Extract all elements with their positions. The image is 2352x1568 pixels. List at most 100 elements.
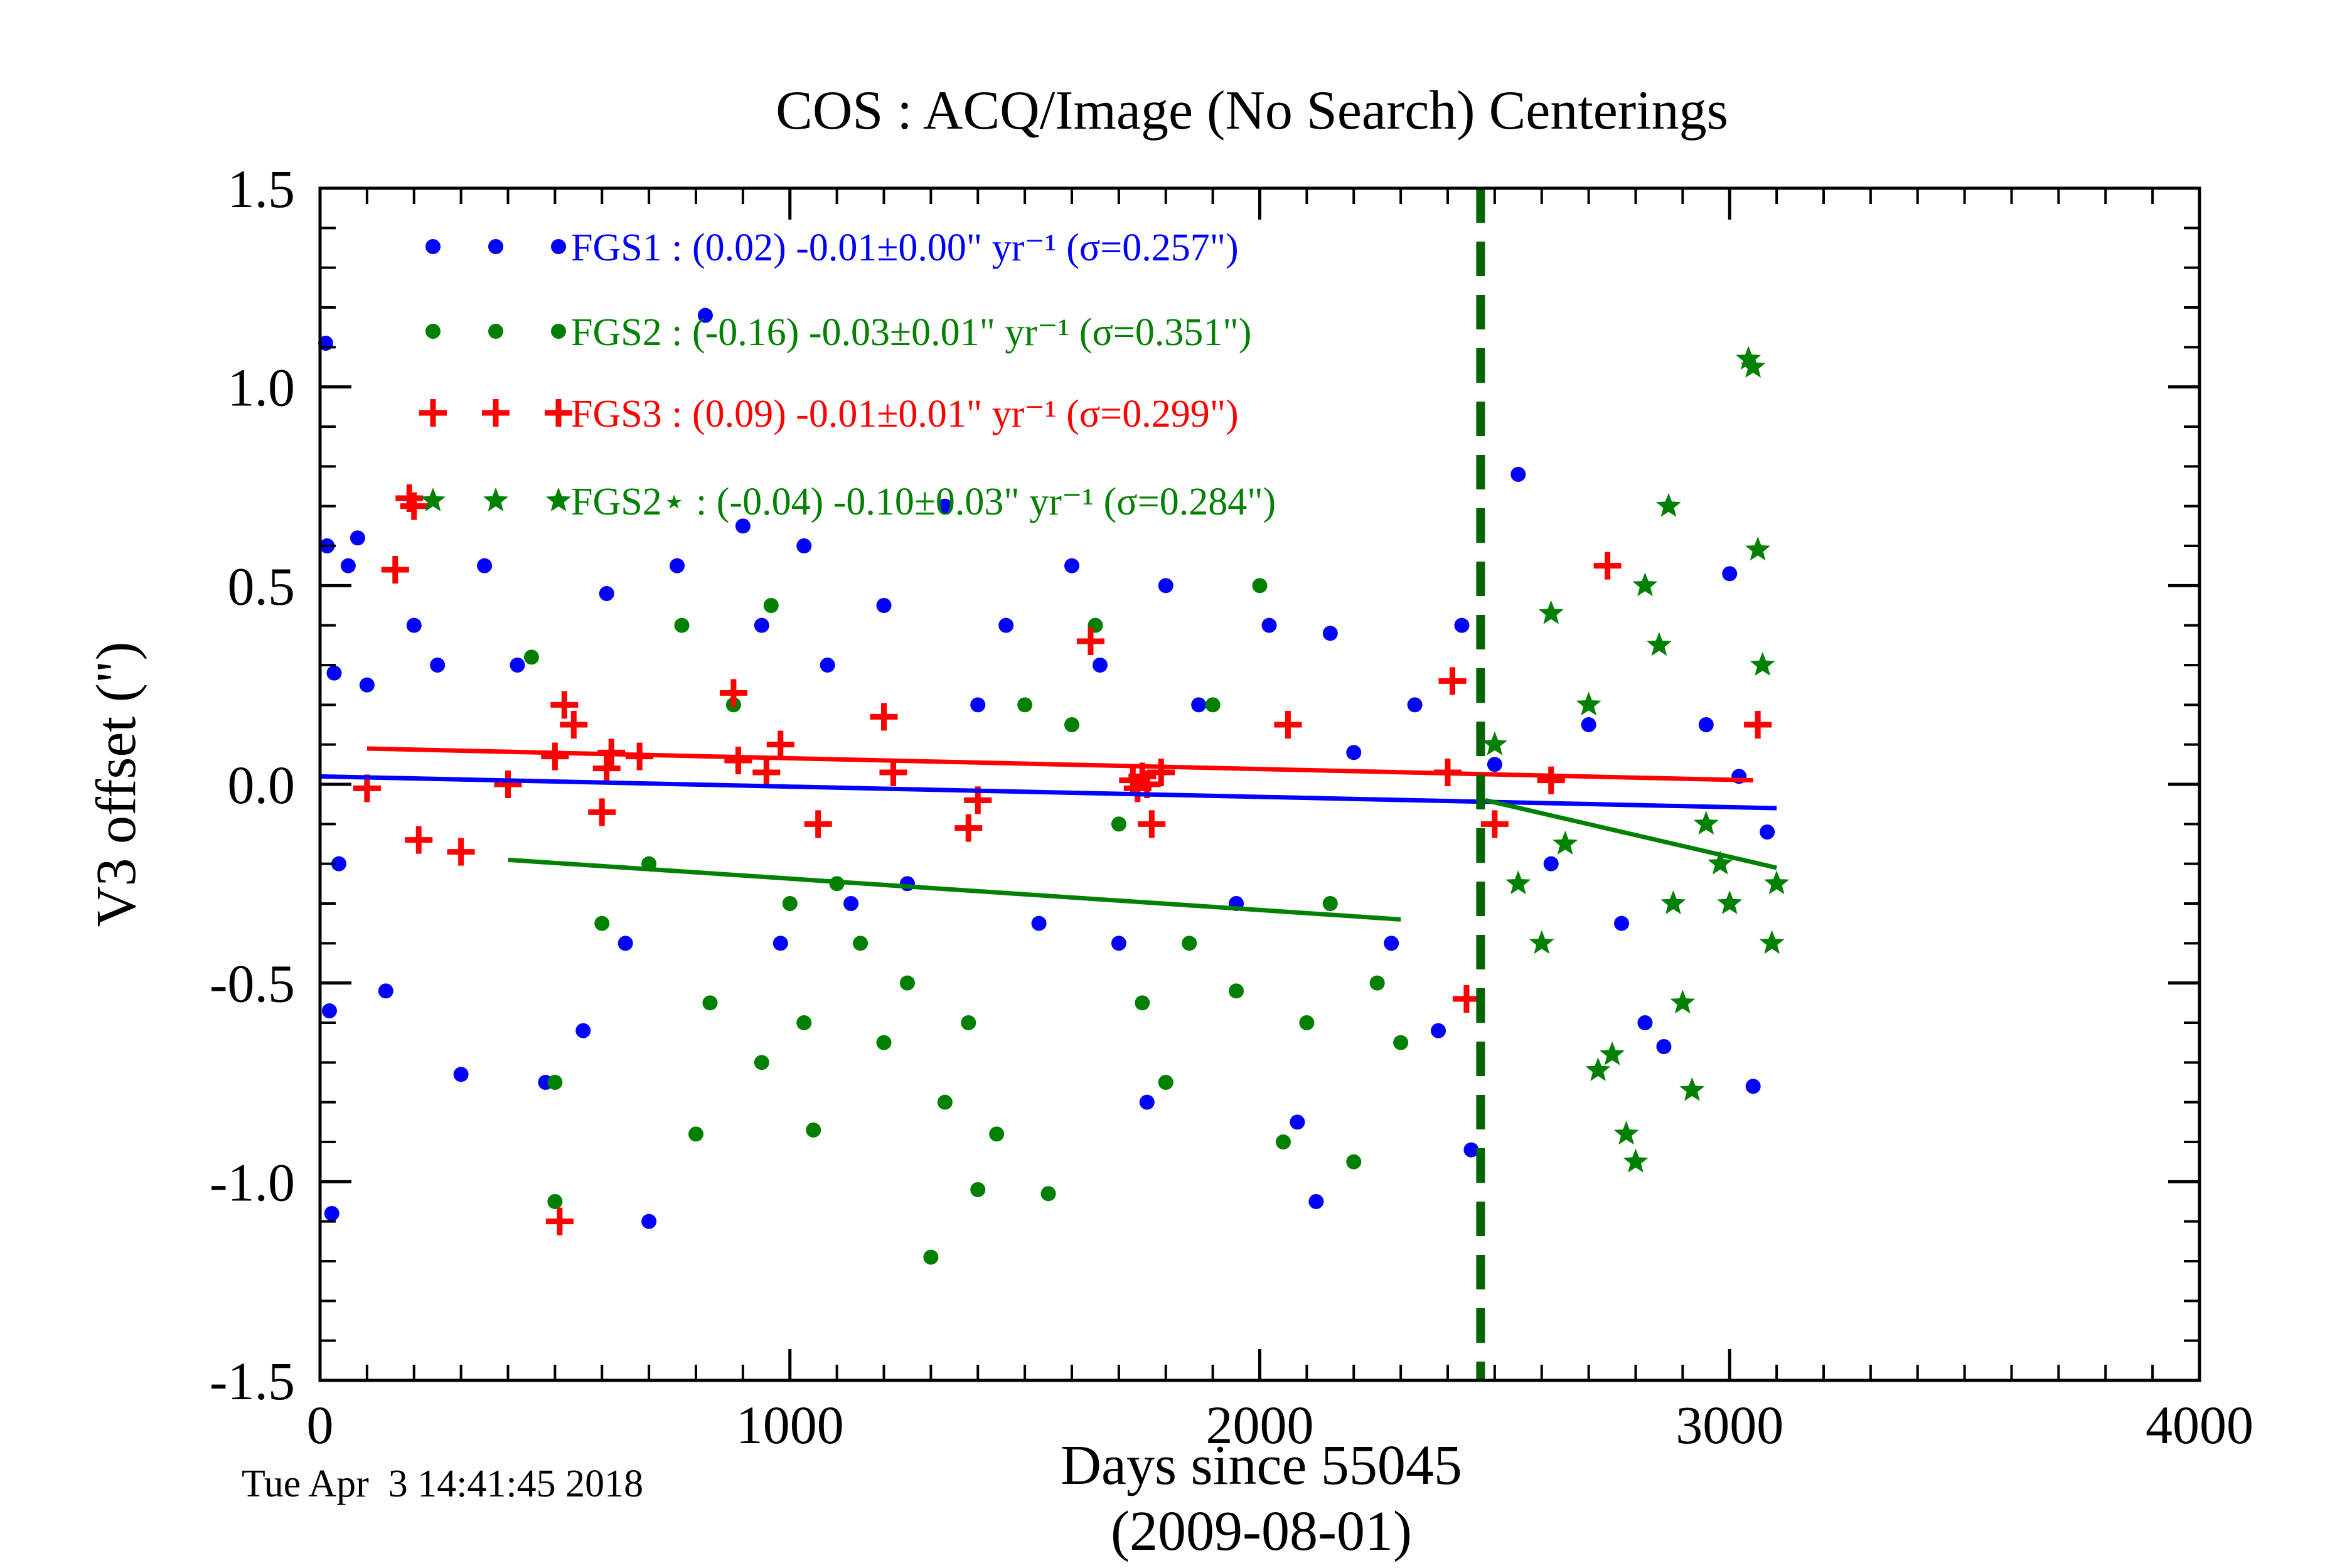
data-point: [752, 759, 781, 786]
legend-symbol: [483, 488, 508, 511]
data-point: [1487, 757, 1502, 772]
data-point: [843, 896, 859, 911]
data-point: [1393, 1035, 1409, 1050]
data-point: [331, 856, 346, 872]
data-point: [1632, 572, 1658, 597]
data-point: [592, 754, 621, 782]
data-point: [1252, 578, 1268, 594]
legend-label: FGS2⋆ : (-0.04) -0.10±0.03" yr⁻¹ (σ=0.28…: [571, 481, 1276, 523]
data-point: [378, 983, 393, 999]
legend-symbol: [545, 399, 572, 427]
fit-line: [1485, 797, 1777, 870]
data-point: [1322, 896, 1338, 911]
data-point: [1708, 850, 1733, 875]
data-point: [1656, 1039, 1672, 1054]
timestamp: Tue Apr 3 14:41:45 2018: [242, 1463, 643, 1505]
data-point: [405, 826, 433, 854]
data-point: [989, 1126, 1005, 1142]
data-point: [1299, 1015, 1315, 1030]
data-point: [1111, 936, 1126, 951]
legend-label: FGS2 : (-0.16) -0.03±0.01" yr⁻¹ (σ=0.351…: [571, 311, 1251, 354]
data-point: [1139, 1094, 1155, 1110]
data-point: [697, 307, 713, 323]
data-point: [870, 703, 898, 731]
data-point: [1290, 1114, 1305, 1130]
data-point: [1092, 658, 1108, 673]
data-point: [937, 1094, 953, 1110]
data-point: [560, 711, 588, 739]
data-layer: [318, 188, 1790, 1380]
data-point: [1064, 558, 1079, 573]
y-tick-label: 0.5: [228, 556, 296, 616]
data-point: [820, 658, 835, 673]
data-point: [1759, 930, 1785, 954]
data-point: [1346, 745, 1362, 760]
data-point: [853, 936, 869, 951]
data-point: [670, 558, 685, 573]
data-point: [1384, 936, 1399, 951]
data-point: [796, 1015, 812, 1030]
legend-symbol: [488, 324, 503, 339]
data-point: [1581, 717, 1596, 732]
axes-layer: 0 1000 2000 3000 4000 1.5 1.0 0.5 0.0 -0.5 -1.0 -1.…: [210, 159, 2253, 1455]
data-point: [1537, 766, 1565, 794]
data-point: [1308, 1194, 1324, 1209]
data-point: [923, 1249, 939, 1265]
data-point: [1543, 856, 1559, 872]
data-point: [1261, 617, 1277, 633]
data-point: [575, 1023, 591, 1038]
data-point: [954, 814, 983, 842]
data-point: [1135, 995, 1150, 1011]
data-point: [447, 838, 475, 866]
data-point: [1274, 711, 1302, 739]
data-point: [1158, 1075, 1173, 1090]
data-point: [641, 1213, 657, 1229]
data-point: [754, 1055, 769, 1070]
data-point: [719, 679, 747, 707]
data-point: [766, 730, 794, 759]
data-point: [970, 1182, 986, 1197]
data-point: [806, 1123, 821, 1138]
data-point: [550, 691, 579, 719]
data-point: [1138, 810, 1166, 838]
data-point: [899, 975, 915, 991]
legend-symbol: [419, 399, 447, 427]
data-point: [1369, 975, 1385, 991]
data-point: [937, 498, 953, 514]
data-point: [1750, 652, 1775, 676]
legend-symbol: [420, 488, 446, 511]
legend-symbol: [425, 324, 441, 339]
data-point: [617, 936, 633, 951]
data-point: [1623, 1148, 1649, 1173]
data-point: [541, 742, 569, 771]
data-point: [1637, 1015, 1653, 1030]
data-point: [1482, 731, 1507, 755]
data-point: [1593, 552, 1622, 580]
legend-symbol: [551, 324, 566, 339]
data-point: [1031, 915, 1047, 931]
data-point: [970, 697, 986, 713]
data-point: [477, 558, 493, 573]
data-point: [961, 1015, 976, 1030]
x-axis-label: Days since 55045: [1061, 1434, 1462, 1496]
data-point: [782, 896, 798, 911]
data-point: [1407, 697, 1423, 713]
data-point: [1505, 870, 1531, 895]
data-point: [1660, 890, 1686, 914]
data-point: [1510, 467, 1526, 482]
data-point: [1182, 936, 1197, 951]
data-point: [406, 617, 422, 633]
data-point: [1717, 890, 1743, 914]
legend-symbol: [425, 239, 441, 254]
legend-symbol: [546, 488, 571, 511]
data-point: [876, 1035, 892, 1050]
y-tick-label: -0.5: [210, 954, 295, 1014]
legend-symbol: [551, 239, 566, 254]
data-point: [359, 677, 375, 693]
data-point: [400, 492, 428, 520]
data-point: [724, 747, 752, 774]
data-point: [350, 530, 365, 546]
data-point: [1147, 759, 1175, 786]
data-point: [599, 586, 614, 601]
